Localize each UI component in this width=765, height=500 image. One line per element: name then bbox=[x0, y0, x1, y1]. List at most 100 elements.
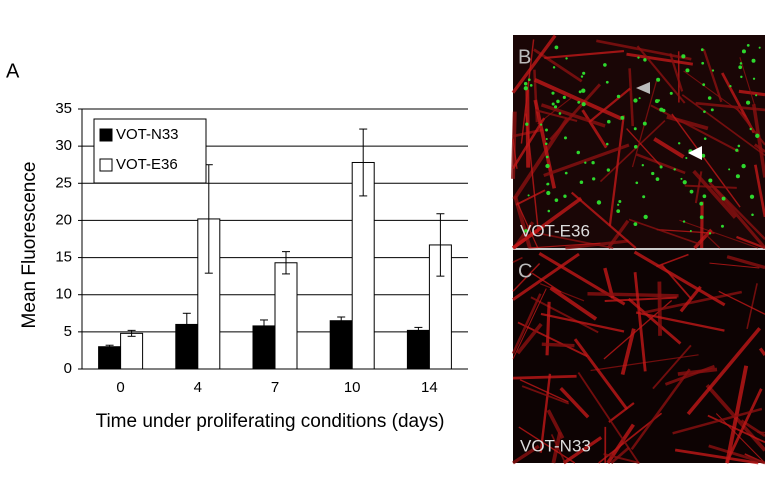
speck bbox=[605, 80, 609, 84]
fiber bbox=[726, 255, 765, 270]
fiber bbox=[540, 312, 625, 333]
speck bbox=[579, 180, 584, 185]
speck bbox=[565, 57, 568, 60]
fiber bbox=[751, 103, 765, 178]
speck bbox=[606, 168, 611, 172]
speck bbox=[584, 161, 587, 164]
speck bbox=[635, 181, 639, 185]
fiber bbox=[725, 388, 763, 464]
fiber bbox=[626, 52, 694, 66]
fiber bbox=[738, 89, 765, 97]
speck bbox=[735, 174, 740, 179]
speck bbox=[701, 61, 705, 65]
speck bbox=[741, 163, 746, 169]
fiber bbox=[549, 83, 602, 141]
bar bbox=[98, 346, 122, 370]
image-c bbox=[513, 250, 765, 463]
bar bbox=[120, 332, 144, 370]
fiber bbox=[708, 181, 765, 240]
fiber bbox=[657, 281, 662, 336]
speck bbox=[682, 180, 687, 185]
fiber bbox=[596, 39, 692, 61]
image-label: VOT-E36 bbox=[520, 221, 590, 240]
fiber bbox=[511, 34, 557, 94]
speck bbox=[702, 83, 706, 87]
fiber bbox=[681, 94, 765, 157]
fiber bbox=[736, 107, 765, 146]
fiber bbox=[652, 344, 692, 390]
speck bbox=[737, 144, 741, 148]
speck bbox=[685, 68, 690, 73]
speck bbox=[711, 69, 715, 72]
y-tick-label: 0 bbox=[64, 360, 72, 377]
fiber bbox=[543, 143, 630, 178]
speck bbox=[577, 100, 581, 104]
speck bbox=[581, 88, 586, 93]
fiber bbox=[636, 153, 686, 175]
speck bbox=[741, 49, 746, 54]
speck bbox=[554, 45, 559, 50]
fiber bbox=[674, 448, 759, 465]
speck bbox=[659, 107, 664, 112]
speck bbox=[546, 182, 550, 186]
speck bbox=[746, 43, 750, 47]
speck bbox=[738, 65, 743, 70]
x-tick-label: 10 bbox=[344, 379, 361, 396]
fiber bbox=[718, 290, 765, 315]
fiber bbox=[626, 128, 662, 167]
fiber bbox=[610, 446, 630, 465]
fiber bbox=[620, 328, 636, 375]
speck bbox=[525, 122, 529, 126]
texture bbox=[511, 34, 765, 465]
fiber bbox=[512, 288, 547, 360]
speck bbox=[708, 178, 713, 183]
x-axis-label: Time under proliferating conditions (day… bbox=[96, 411, 445, 432]
speck bbox=[710, 108, 714, 112]
speck bbox=[603, 63, 607, 67]
fiber bbox=[550, 434, 566, 464]
speck bbox=[554, 198, 559, 202]
fiber bbox=[587, 292, 679, 298]
y-tick-label: 25 bbox=[55, 174, 72, 191]
fiber bbox=[636, 45, 686, 104]
fiber bbox=[512, 138, 518, 169]
speck bbox=[751, 213, 754, 217]
speck bbox=[581, 102, 586, 107]
fiber bbox=[709, 262, 760, 269]
arrowhead bbox=[688, 146, 702, 160]
fiber bbox=[660, 263, 693, 301]
speck bbox=[689, 230, 692, 233]
speck bbox=[633, 222, 638, 227]
speck bbox=[596, 200, 602, 205]
speck bbox=[618, 199, 622, 203]
speck bbox=[643, 58, 647, 62]
y-axis-label: Mean Fluorescence bbox=[19, 162, 40, 329]
fiber bbox=[512, 256, 523, 263]
fiber bbox=[702, 231, 721, 249]
fiber bbox=[588, 87, 631, 124]
speck bbox=[620, 115, 625, 120]
image-label: VOT-N33 bbox=[520, 436, 591, 455]
fiber bbox=[758, 347, 765, 356]
speck bbox=[637, 56, 640, 59]
speck bbox=[755, 94, 758, 97]
fiber bbox=[551, 431, 562, 464]
speck bbox=[720, 224, 724, 228]
panel-label: B bbox=[518, 46, 531, 68]
speck bbox=[700, 48, 704, 52]
panel-label: A bbox=[6, 60, 20, 82]
fiber bbox=[650, 104, 740, 153]
y-tick-label: 35 bbox=[55, 100, 72, 117]
fiber bbox=[633, 272, 647, 372]
fiber bbox=[746, 283, 758, 330]
speck bbox=[591, 161, 595, 165]
speck bbox=[563, 194, 567, 198]
y-tick-label: 10 bbox=[55, 286, 72, 303]
speck bbox=[746, 100, 751, 105]
speck bbox=[547, 209, 551, 213]
fiber bbox=[581, 109, 608, 149]
speck bbox=[605, 142, 609, 146]
fiber bbox=[565, 239, 629, 250]
speck bbox=[553, 105, 558, 109]
